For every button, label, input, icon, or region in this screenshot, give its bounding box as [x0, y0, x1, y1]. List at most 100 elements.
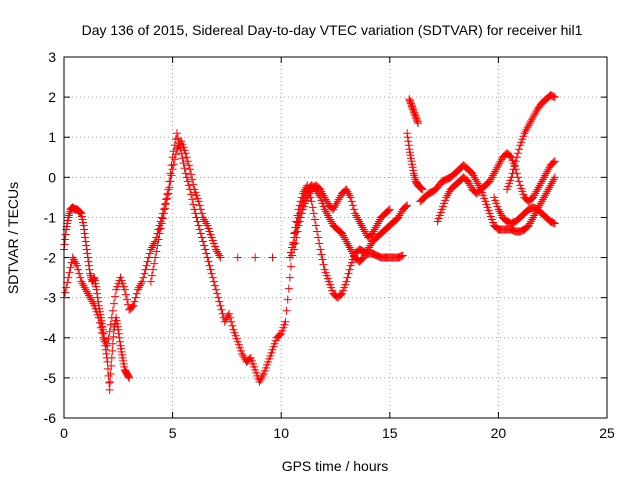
data-point: [443, 191, 452, 200]
data-point: [133, 285, 142, 294]
data-point: [268, 253, 277, 262]
data-point: [520, 129, 529, 138]
data-point: [404, 141, 413, 150]
data-point: [549, 218, 558, 227]
data-point: [292, 233, 301, 242]
data-point: [540, 193, 549, 202]
data-point: [414, 119, 423, 128]
data-point: [100, 335, 109, 344]
data-point: [168, 165, 177, 174]
data-point: [385, 205, 394, 214]
data-point: [217, 305, 226, 314]
data-point: [398, 251, 407, 260]
data-point: [149, 265, 158, 274]
data-point: [512, 153, 521, 162]
data-point: [109, 299, 118, 308]
data-point: [529, 213, 538, 222]
grid-layer: [64, 57, 607, 418]
data-point: [291, 228, 300, 237]
data-point: [251, 253, 260, 262]
data-point: [157, 219, 166, 228]
data-point: [156, 224, 165, 233]
data-point: [63, 278, 72, 287]
data-point: [195, 225, 204, 234]
data-point: [359, 253, 368, 262]
data-point: [531, 109, 540, 118]
x-tick-label: 25: [599, 425, 615, 441]
data-point: [343, 239, 352, 248]
data-point: [533, 185, 542, 194]
data-point: [85, 265, 94, 274]
data-point: [64, 211, 73, 220]
data-point: [93, 289, 102, 298]
data-point: [351, 209, 360, 218]
data-point: [68, 253, 77, 262]
data-point: [84, 257, 93, 266]
data-point: [486, 175, 495, 184]
data-point: [109, 332, 118, 341]
data-point: [510, 161, 519, 170]
data-point: [549, 175, 558, 184]
data-point: [172, 145, 181, 154]
data-point: [537, 197, 546, 206]
data-point: [213, 247, 222, 256]
data-point: [515, 145, 524, 154]
data-point: [189, 180, 198, 189]
data-point: [102, 339, 111, 348]
data-point: [103, 357, 112, 366]
data-point: [162, 199, 171, 208]
data-point: [291, 239, 300, 248]
data-point: [349, 205, 358, 214]
data-point: [472, 177, 481, 186]
data-point: [444, 189, 453, 198]
data-point: [140, 269, 149, 278]
data-point: [354, 215, 363, 224]
data-point: [549, 158, 558, 167]
data-point: [338, 229, 347, 238]
data-point: [463, 177, 472, 186]
data-point: [315, 239, 324, 248]
data-point: [366, 241, 375, 250]
plot-frame: [63, 56, 608, 419]
data-point: [488, 171, 497, 180]
data-point: [178, 154, 187, 163]
data-point: [216, 301, 225, 310]
data-point: [318, 255, 327, 264]
data-point: [305, 189, 314, 198]
data-point: [163, 194, 172, 203]
data-point: [550, 157, 559, 166]
data-point: [340, 233, 349, 242]
data-point: [207, 269, 216, 278]
data-point: [490, 169, 499, 178]
data-point: [369, 227, 378, 236]
data-point: [114, 325, 123, 334]
data-point: [82, 245, 91, 254]
data-point: [107, 361, 116, 370]
data-point: [152, 247, 161, 256]
data-point: [543, 167, 552, 176]
data-point: [115, 333, 124, 342]
data-point: [348, 249, 357, 258]
data-point: [61, 288, 70, 297]
data-point: [75, 269, 84, 278]
data-point: [343, 273, 352, 282]
data-point: [66, 263, 75, 272]
data-point: [93, 293, 102, 302]
data-point: [122, 295, 131, 304]
data-point: [331, 201, 340, 210]
data-point: [542, 169, 551, 178]
data-point: [145, 249, 154, 258]
data-point: [529, 113, 538, 122]
data-point: [216, 253, 225, 262]
data-point: [394, 213, 403, 222]
data-point: [537, 177, 546, 186]
data-point: [492, 165, 501, 174]
data-point: [200, 215, 209, 224]
x-tick-label: 15: [382, 425, 398, 441]
data-point: [199, 237, 208, 246]
data-point: [92, 285, 101, 294]
data-point: [150, 239, 159, 248]
data-point: [321, 195, 330, 204]
data-point: [221, 315, 230, 324]
data-point: [182, 173, 191, 182]
